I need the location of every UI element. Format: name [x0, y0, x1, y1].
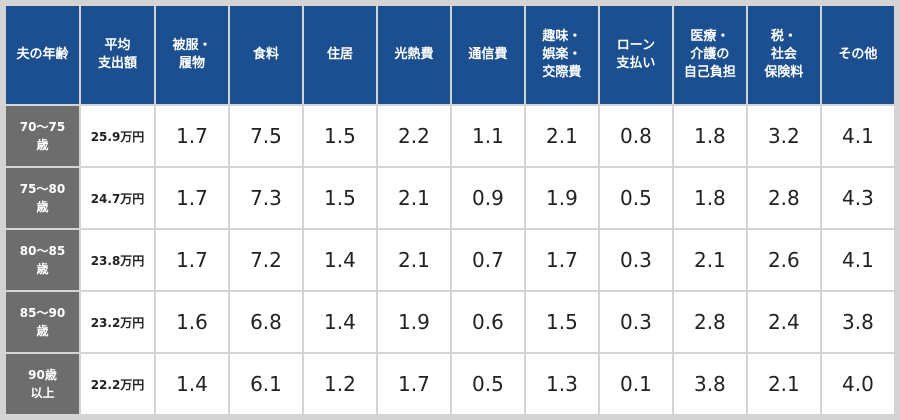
header-other: その他: [821, 6, 894, 104]
value-cell: 0.1: [599, 354, 672, 414]
value-cell: 2.1: [377, 230, 450, 290]
value-cell: 1.4: [156, 354, 228, 414]
average-spending-cell: 25.9万円: [81, 106, 154, 166]
header-age: 夫の年齢: [6, 6, 79, 104]
average-spending-cell: 24.7万円: [81, 168, 154, 228]
age-range-cell: 90歳 以上: [6, 354, 79, 414]
value-cell: 2.1: [377, 168, 450, 228]
value-cell: 0.5: [451, 354, 524, 414]
value-cell: 7.5: [229, 106, 302, 166]
value-cell: 2.8: [747, 168, 820, 228]
header-clothing: 被服・ 履物: [156, 6, 228, 104]
value-cell: 1.7: [156, 168, 228, 228]
header-housing: 住居: [303, 6, 376, 104]
value-cell: 1.6: [156, 292, 228, 352]
value-cell: 0.8: [599, 106, 672, 166]
header-food: 食料: [229, 6, 302, 104]
value-cell: 1.7: [156, 230, 228, 290]
value-cell: 0.9: [451, 168, 524, 228]
value-cell: 1.7: [525, 230, 598, 290]
value-cell: 0.3: [599, 230, 672, 290]
value-cell: 2.1: [673, 230, 746, 290]
header-tax: 税・ 社会 保険料: [747, 6, 820, 104]
value-cell: 2.1: [525, 106, 598, 166]
value-cell: 4.0: [821, 354, 894, 414]
value-cell: 7.2: [229, 230, 302, 290]
value-cell: 4.1: [821, 106, 894, 166]
value-cell: 3.2: [747, 106, 820, 166]
value-cell: 1.8: [673, 106, 746, 166]
value-cell: 2.2: [377, 106, 450, 166]
value-cell: 1.9: [377, 292, 450, 352]
value-cell: 1.8: [673, 168, 746, 228]
value-cell: 1.4: [303, 230, 376, 290]
header-average-spending: 平均 支出額: [81, 6, 154, 104]
value-cell: 2.6: [747, 230, 820, 290]
value-cell: 2.1: [747, 354, 820, 414]
value-cell: 2.8: [673, 292, 746, 352]
value-cell: 1.2: [303, 354, 376, 414]
age-range-cell: 75〜80 歳: [6, 168, 79, 228]
value-cell: 1.9: [525, 168, 598, 228]
age-range-cell: 80〜85 歳: [6, 230, 79, 290]
table-row: 80〜85 歳 23.8万円 1.7 7.2 1.4 2.1 0.7 1.7 0.3 2.1 2.6…: [6, 230, 894, 290]
table-row: 70〜75 歳 25.9万円 1.7 7.5 1.5 2.2 1.1 2.1 0.8 1.8 3.2…: [6, 106, 894, 166]
value-cell: 6.1: [229, 354, 302, 414]
value-cell: 4.3: [821, 168, 894, 228]
header-loan: ローン 支払い: [599, 6, 672, 104]
value-cell: 1.5: [303, 168, 376, 228]
value-cell: 2.4: [747, 292, 820, 352]
value-cell: 1.7: [156, 106, 228, 166]
value-cell: 3.8: [821, 292, 894, 352]
header-row: 夫の年齢 平均 支出額 被服・ 履物 食料 住居 光熱費 通信費 趣味・ 娯楽・…: [6, 6, 894, 104]
value-cell: 6.8: [229, 292, 302, 352]
header-utilities: 光熱費: [377, 6, 450, 104]
table-row: 90歳 以上 22.2万円 1.4 6.1 1.2 1.7 0.5 1.3 0.1 3.8 2.1 4…: [6, 354, 894, 414]
value-cell: 1.5: [303, 106, 376, 166]
age-range-cell: 70〜75 歳: [6, 106, 79, 166]
value-cell: 1.4: [303, 292, 376, 352]
average-spending-cell: 23.2万円: [81, 292, 154, 352]
header-leisure: 趣味・ 娯楽・ 交際費: [525, 6, 598, 104]
value-cell: 0.7: [451, 230, 524, 290]
header-medical: 医療・ 介護の 自己負担: [673, 6, 746, 104]
table-body: 70〜75 歳 25.9万円 1.7 7.5 1.5 2.2 1.1 2.1 0.8 1.8 3.2…: [6, 106, 894, 414]
value-cell: 1.3: [525, 354, 598, 414]
value-cell: 4.1: [821, 230, 894, 290]
value-cell: 0.6: [451, 292, 524, 352]
header-communication: 通信費: [451, 6, 524, 104]
value-cell: 1.5: [525, 292, 598, 352]
value-cell: 0.3: [599, 292, 672, 352]
value-cell: 1.7: [377, 354, 450, 414]
average-spending-cell: 23.8万円: [81, 230, 154, 290]
value-cell: 7.3: [229, 168, 302, 228]
value-cell: 1.1: [451, 106, 524, 166]
value-cell: 0.5: [599, 168, 672, 228]
age-range-cell: 85〜90 歳: [6, 292, 79, 352]
table-row: 85〜90 歳 23.2万円 1.6 6.8 1.4 1.9 0.6 1.5 0.3 2.8 2.4…: [6, 292, 894, 352]
expense-table: 夫の年齢 平均 支出額 被服・ 履物 食料 住居 光熱費 通信費 趣味・ 娯楽・…: [4, 4, 896, 416]
table-row: 75〜80 歳 24.7万円 1.7 7.3 1.5 2.1 0.9 1.9 0.5 1.8 2.8…: [6, 168, 894, 228]
value-cell: 3.8: [673, 354, 746, 414]
average-spending-cell: 22.2万円: [81, 354, 154, 414]
